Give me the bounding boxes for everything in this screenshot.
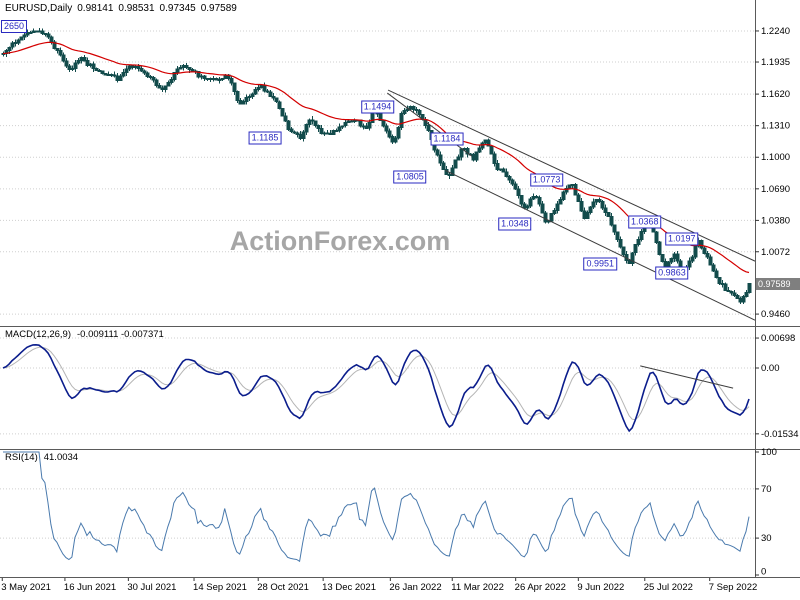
macd-line <box>2 343 750 433</box>
svg-text:26 Apr 2022: 26 Apr 2022 <box>515 582 566 593</box>
svg-text:30: 30 <box>761 533 772 544</box>
svg-text:13 Dec 2021: 13 Dec 2021 <box>322 582 376 593</box>
svg-text:100: 100 <box>761 447 777 458</box>
svg-text:14 Sep 2021: 14 Sep 2021 <box>193 582 247 593</box>
macd-trendline <box>640 365 734 389</box>
ma-line <box>2 41 750 274</box>
svg-text:1.1000: 1.1000 <box>761 152 790 163</box>
svg-text:0.00698: 0.00698 <box>761 333 795 344</box>
svg-text:3 May 2021: 3 May 2021 <box>1 582 51 593</box>
watermark: ActionForex.com <box>229 226 451 256</box>
svg-text:9 Jun 2022: 9 Jun 2022 <box>577 582 624 593</box>
trendline <box>445 170 756 321</box>
svg-text:7 Sep 2022: 7 Sep 2022 <box>709 582 758 593</box>
svg-text:30 Jul 2021: 30 Jul 2021 <box>127 582 176 593</box>
macd-signal-line <box>2 346 750 421</box>
svg-text:-0.01534: -0.01534 <box>761 429 799 440</box>
svg-text:0: 0 <box>761 567 766 578</box>
trendline <box>387 89 756 262</box>
svg-text:1.0072: 1.0072 <box>761 247 790 258</box>
panel-separators <box>0 0 800 578</box>
svg-text:1.0380: 1.0380 <box>761 215 790 226</box>
svg-text:28 Oct 2021: 28 Oct 2021 <box>257 582 309 593</box>
rsi-line <box>3 451 750 563</box>
svg-text:1.0690: 1.0690 <box>761 184 790 195</box>
trendline <box>387 92 473 157</box>
value-axis-labels: 1.2240 1.1935 1.1620 1.1310 1.1000 1.0690 1.03… <box>755 26 799 578</box>
svg-text:1.1935: 1.1935 <box>761 57 790 68</box>
svg-text:16 Jun 2021: 16 Jun 2021 <box>64 582 116 593</box>
svg-text:0.9460: 0.9460 <box>761 309 790 320</box>
svg-text:25 Jul 2022: 25 Jul 2022 <box>644 582 693 593</box>
svg-text:1.1620: 1.1620 <box>761 89 790 100</box>
date-axis-labels: 3 May 2021 16 Jun 2021 30 Jul 2021 14 Sep 2… <box>1 578 757 593</box>
svg-text:26 Jan 2022: 26 Jan 2022 <box>389 582 441 593</box>
svg-text:1.1310: 1.1310 <box>761 121 790 132</box>
svg-text:11 Mar 2022: 11 Mar 2022 <box>451 582 504 593</box>
svg-text:70: 70 <box>761 484 772 495</box>
svg-text:1.2240: 1.2240 <box>761 26 790 37</box>
candles <box>1 28 752 305</box>
svg-text:0.00: 0.00 <box>761 363 780 374</box>
